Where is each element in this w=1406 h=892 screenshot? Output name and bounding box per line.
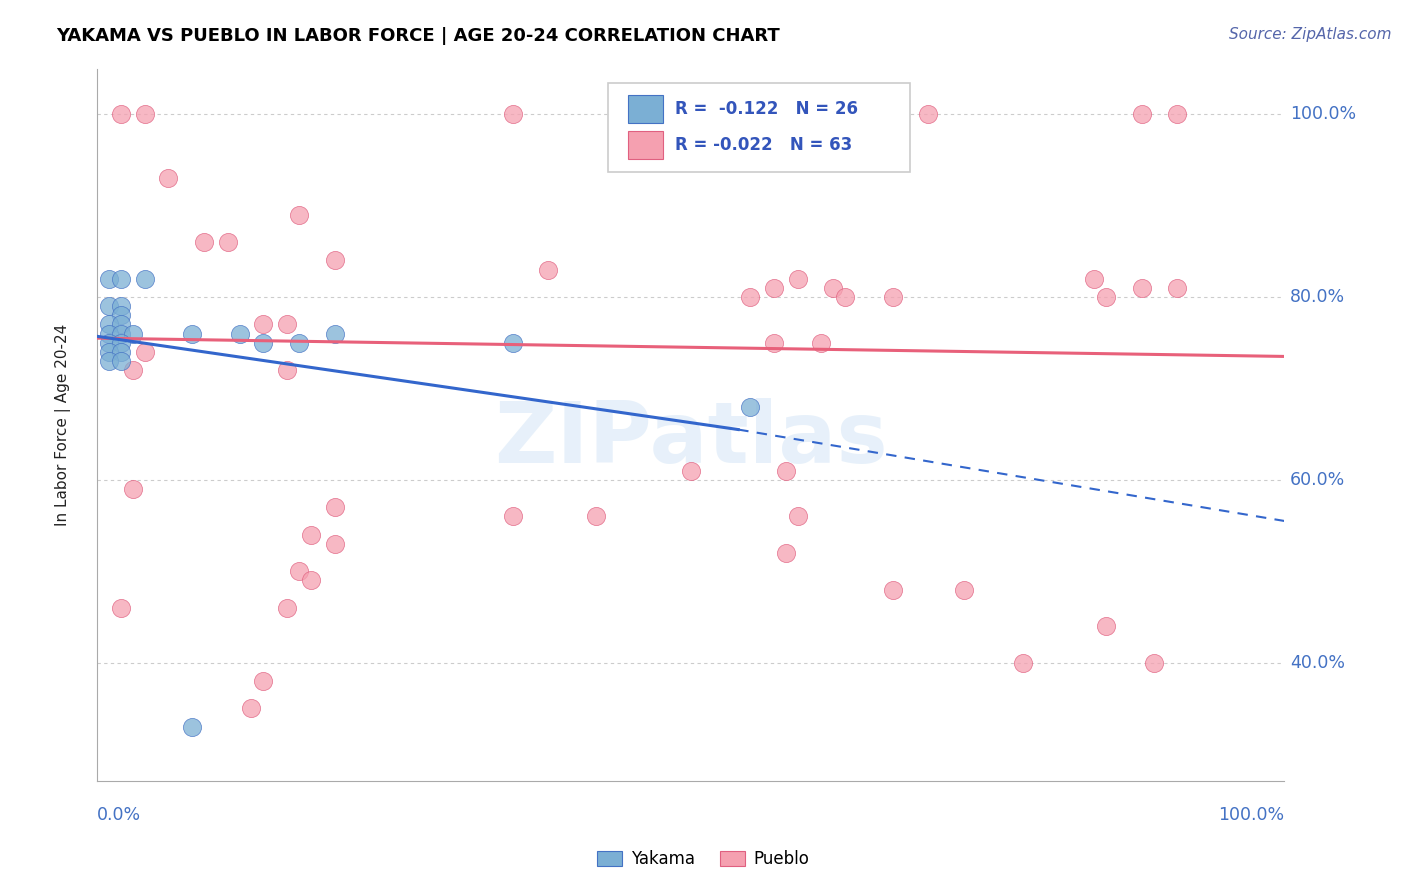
Point [110, 308, 132, 322]
Point [823, 281, 845, 295]
Text: 100.0%: 100.0% [1218, 806, 1284, 824]
Point [1166, 281, 1188, 295]
Point [786, 271, 808, 285]
Point [738, 400, 761, 414]
Point [537, 262, 560, 277]
Point [762, 281, 785, 295]
Text: 40.0%: 40.0% [1291, 654, 1346, 672]
Point [98, 271, 121, 285]
Point [121, 326, 143, 341]
Point [585, 509, 607, 524]
Point [882, 582, 904, 597]
Point [98, 318, 121, 332]
Point [193, 235, 215, 250]
Point [1095, 619, 1118, 633]
Point [276, 363, 298, 377]
Text: 80.0%: 80.0% [1291, 288, 1346, 306]
Point [775, 464, 797, 478]
Text: R =  -0.122   N = 26: R = -0.122 N = 26 [675, 100, 858, 118]
Point [762, 335, 785, 350]
Point [1166, 107, 1188, 121]
Point [502, 107, 524, 121]
Point [134, 271, 156, 285]
Point [762, 107, 785, 121]
Point [252, 318, 274, 332]
Point [276, 318, 298, 332]
Text: YAKAMA VS PUEBLO IN LABOR FORCE | AGE 20-24 CORRELATION CHART: YAKAMA VS PUEBLO IN LABOR FORCE | AGE 20… [56, 27, 780, 45]
Point [110, 318, 132, 332]
Point [1012, 656, 1035, 670]
Point [502, 509, 524, 524]
Point [110, 344, 132, 359]
Point [679, 464, 702, 478]
Point [810, 335, 832, 350]
Point [110, 600, 132, 615]
Point [181, 720, 204, 734]
Point [110, 271, 132, 285]
Point [121, 482, 143, 496]
Point [1130, 107, 1153, 121]
Point [98, 354, 121, 368]
Point [952, 582, 974, 597]
Point [134, 107, 156, 121]
Point [834, 290, 856, 304]
Point [110, 335, 132, 350]
Point [288, 335, 311, 350]
Point [845, 107, 868, 121]
Point [323, 253, 346, 268]
Point [775, 546, 797, 560]
Bar [628, 130, 664, 159]
Point [121, 363, 143, 377]
Legend: Yakama, Pueblo: Yakama, Pueblo [591, 844, 815, 875]
Text: Source: ZipAtlas.com: Source: ZipAtlas.com [1229, 27, 1392, 42]
Text: 0.0%: 0.0% [97, 806, 141, 824]
Point [252, 673, 274, 688]
Point [276, 600, 298, 615]
Point [1143, 656, 1166, 670]
Point [110, 299, 132, 313]
Point [181, 326, 204, 341]
Point [1095, 290, 1118, 304]
Point [786, 509, 808, 524]
Point [288, 564, 311, 578]
FancyBboxPatch shape [607, 83, 910, 172]
Point [799, 107, 821, 121]
Text: 60.0%: 60.0% [1291, 471, 1346, 489]
Point [323, 500, 346, 515]
Point [738, 290, 761, 304]
Point [858, 107, 880, 121]
Point [1083, 271, 1105, 285]
Point [98, 335, 121, 350]
Point [98, 299, 121, 313]
Point [299, 527, 322, 541]
Point [299, 574, 322, 588]
Point [323, 326, 346, 341]
Point [98, 344, 121, 359]
Point [134, 344, 156, 359]
Point [217, 235, 239, 250]
Point [917, 107, 939, 121]
Point [110, 107, 132, 121]
Point [1130, 281, 1153, 295]
Point [110, 326, 132, 341]
Text: 100.0%: 100.0% [1291, 105, 1357, 123]
Text: In Labor Force | Age 20-24: In Labor Force | Age 20-24 [55, 324, 72, 526]
Point [288, 208, 311, 222]
Point [228, 326, 250, 341]
Point [882, 290, 904, 304]
Point [252, 335, 274, 350]
Point [157, 171, 180, 186]
Point [110, 354, 132, 368]
Text: ZIPatlas: ZIPatlas [494, 398, 887, 481]
Bar [628, 95, 664, 123]
Point [98, 326, 121, 341]
Point [240, 701, 263, 715]
Text: R = -0.022   N = 63: R = -0.022 N = 63 [675, 136, 852, 153]
Point [323, 537, 346, 551]
Point [502, 335, 524, 350]
